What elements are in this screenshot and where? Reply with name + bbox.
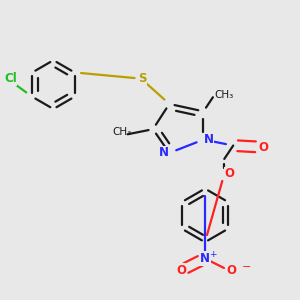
Text: CH₃: CH₃ — [215, 90, 234, 100]
Text: +: + — [209, 250, 216, 259]
Text: Cl: Cl — [4, 72, 17, 85]
Text: N: N — [200, 252, 210, 265]
Text: CH₃: CH₃ — [112, 127, 131, 136]
Text: O: O — [225, 167, 235, 180]
Text: −: − — [242, 262, 251, 272]
Text: S: S — [138, 72, 147, 85]
Text: O: O — [259, 140, 269, 154]
Text: O: O — [176, 264, 186, 277]
Text: N: N — [204, 133, 214, 146]
Text: N: N — [159, 146, 169, 160]
Text: O: O — [226, 264, 236, 277]
